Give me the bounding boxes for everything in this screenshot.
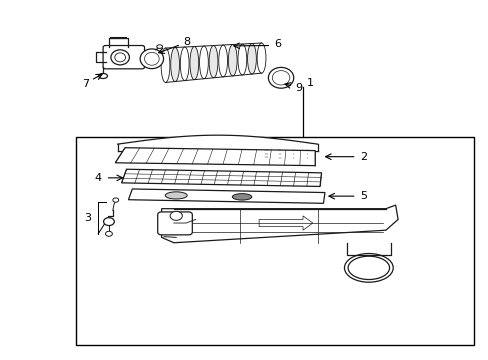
- Ellipse shape: [180, 47, 189, 81]
- Bar: [76, 137, 473, 345]
- Polygon shape: [128, 189, 325, 203]
- Ellipse shape: [257, 43, 265, 73]
- Text: 1: 1: [306, 78, 313, 88]
- Ellipse shape: [161, 48, 169, 82]
- Ellipse shape: [347, 256, 389, 279]
- Ellipse shape: [170, 211, 182, 220]
- Ellipse shape: [105, 231, 112, 236]
- Ellipse shape: [111, 50, 129, 65]
- Ellipse shape: [228, 45, 237, 76]
- Text: 5: 5: [360, 191, 366, 201]
- Ellipse shape: [218, 45, 227, 77]
- Ellipse shape: [238, 44, 246, 75]
- Text: 8: 8: [183, 37, 190, 47]
- Ellipse shape: [113, 198, 119, 202]
- Ellipse shape: [268, 67, 293, 88]
- Text: 3: 3: [84, 213, 91, 222]
- Ellipse shape: [199, 46, 208, 79]
- Ellipse shape: [189, 46, 198, 80]
- Polygon shape: [122, 169, 321, 186]
- Text: 2: 2: [360, 152, 367, 162]
- FancyBboxPatch shape: [158, 212, 192, 235]
- Polygon shape: [161, 205, 397, 243]
- Ellipse shape: [165, 192, 187, 199]
- Ellipse shape: [170, 48, 179, 81]
- FancyBboxPatch shape: [103, 45, 144, 69]
- Polygon shape: [115, 148, 315, 166]
- Ellipse shape: [247, 44, 256, 74]
- Ellipse shape: [103, 218, 114, 226]
- Text: 9: 9: [295, 83, 302, 93]
- Text: 4: 4: [95, 173, 102, 183]
- Ellipse shape: [140, 49, 163, 69]
- Ellipse shape: [157, 45, 162, 48]
- Text: 6: 6: [274, 40, 281, 49]
- Ellipse shape: [209, 45, 218, 78]
- Text: 7: 7: [82, 79, 89, 89]
- Ellipse shape: [99, 73, 107, 78]
- Ellipse shape: [232, 194, 251, 200]
